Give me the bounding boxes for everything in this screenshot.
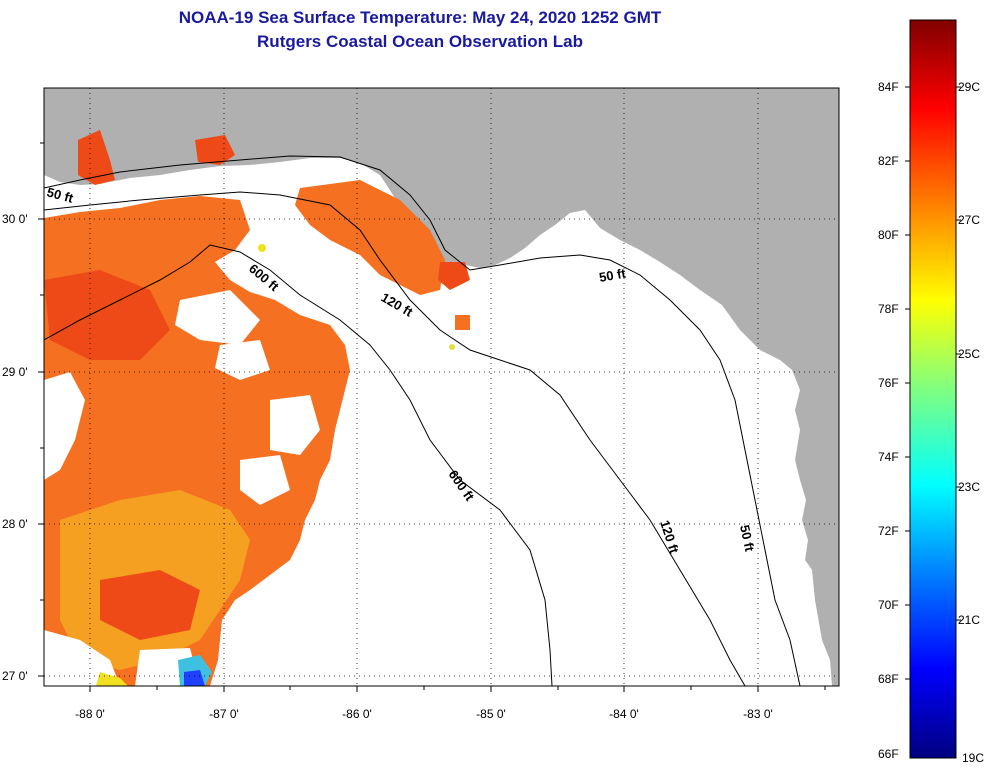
cb-f-70: 70F [878, 598, 899, 612]
lon-label-88: -88 0' [75, 707, 105, 721]
map-frame [43, 87, 840, 687]
colorbar-ticks [905, 86, 961, 680]
contour-label-50ft-south: 50 ft [737, 524, 757, 554]
lon-label-87: -87 0' [209, 707, 239, 721]
contour-label-50ft-east: 50 ft [598, 265, 628, 285]
lon-label-83: -83 0' [743, 707, 773, 721]
sst-field [44, 130, 470, 686]
cb-f-80: 80F [878, 228, 899, 242]
cb-f-76: 76F [878, 376, 899, 390]
cb-c-27: 27C [958, 213, 980, 227]
colorbar [909, 19, 957, 759]
cb-f-82: 82F [878, 154, 899, 168]
lat-label-29: 29 0' [2, 365, 28, 379]
cb-f-78: 78F [878, 302, 899, 316]
contour-120ft [44, 191, 746, 686]
cb-c-21: 21C [958, 613, 980, 627]
contour-50ft [44, 155, 801, 686]
cb-f-84: 84F [878, 80, 899, 94]
cb-f-66: 66F [878, 747, 899, 761]
lat-label-30: 30 0' [2, 212, 28, 226]
contour-600ft [44, 244, 553, 686]
cb-f-74: 74F [878, 450, 899, 464]
tick-marks [38, 142, 826, 692]
cb-f-68: 68F [878, 672, 899, 686]
cb-c-19: 19C [962, 751, 984, 765]
title-line2: Rutgers Coastal Ocean Observation Lab [257, 32, 583, 51]
cb-c-23: 23C [958, 480, 980, 494]
lon-label-86: -86 0' [342, 707, 372, 721]
cb-c-25: 25C [958, 347, 980, 361]
land-mass [44, 88, 839, 686]
lat-label-28: 28 0' [2, 517, 28, 531]
contour-label-50ft-west: 50 ft [45, 184, 75, 206]
lat-label-27: 27 0' [2, 669, 28, 683]
contours [44, 155, 801, 686]
cb-c-29: 29C [958, 80, 980, 94]
title-line1: NOAA-19 Sea Surface Temperature: May 24,… [178, 8, 662, 27]
lon-label-85: -85 0' [476, 707, 506, 721]
cb-f-72: 72F [878, 524, 899, 538]
lon-label-84: -84 0' [609, 707, 639, 721]
